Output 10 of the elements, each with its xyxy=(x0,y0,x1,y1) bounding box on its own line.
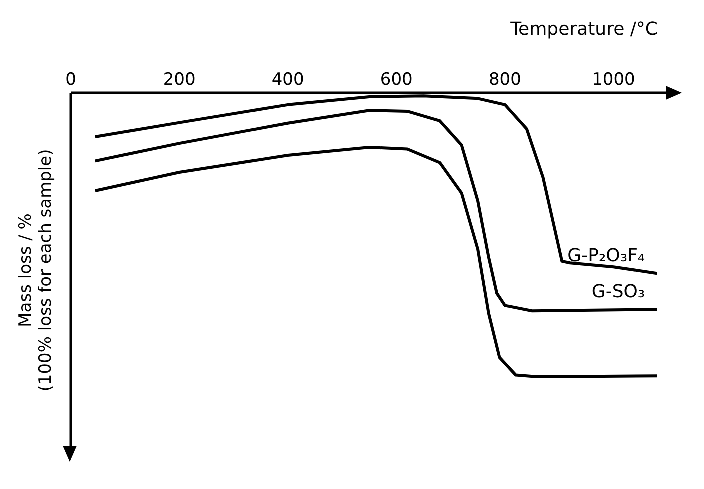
x-tick-label: 600 xyxy=(380,70,413,90)
x-tick-label: 800 xyxy=(488,70,522,90)
x-axis-title: Temperature /°C xyxy=(510,19,658,40)
x-tick-label: 400 xyxy=(272,70,304,90)
x-tick-label: 200 xyxy=(163,70,196,90)
x-tick-label: 1000 xyxy=(592,70,636,90)
y-axis-title: Mass loss / % (100% loss for each sample) xyxy=(16,149,56,392)
series-label: G-SO₃ xyxy=(592,282,646,303)
x-tick-label: 0 xyxy=(66,70,76,90)
series-label: G-P₂O₃F₄ xyxy=(568,246,646,267)
